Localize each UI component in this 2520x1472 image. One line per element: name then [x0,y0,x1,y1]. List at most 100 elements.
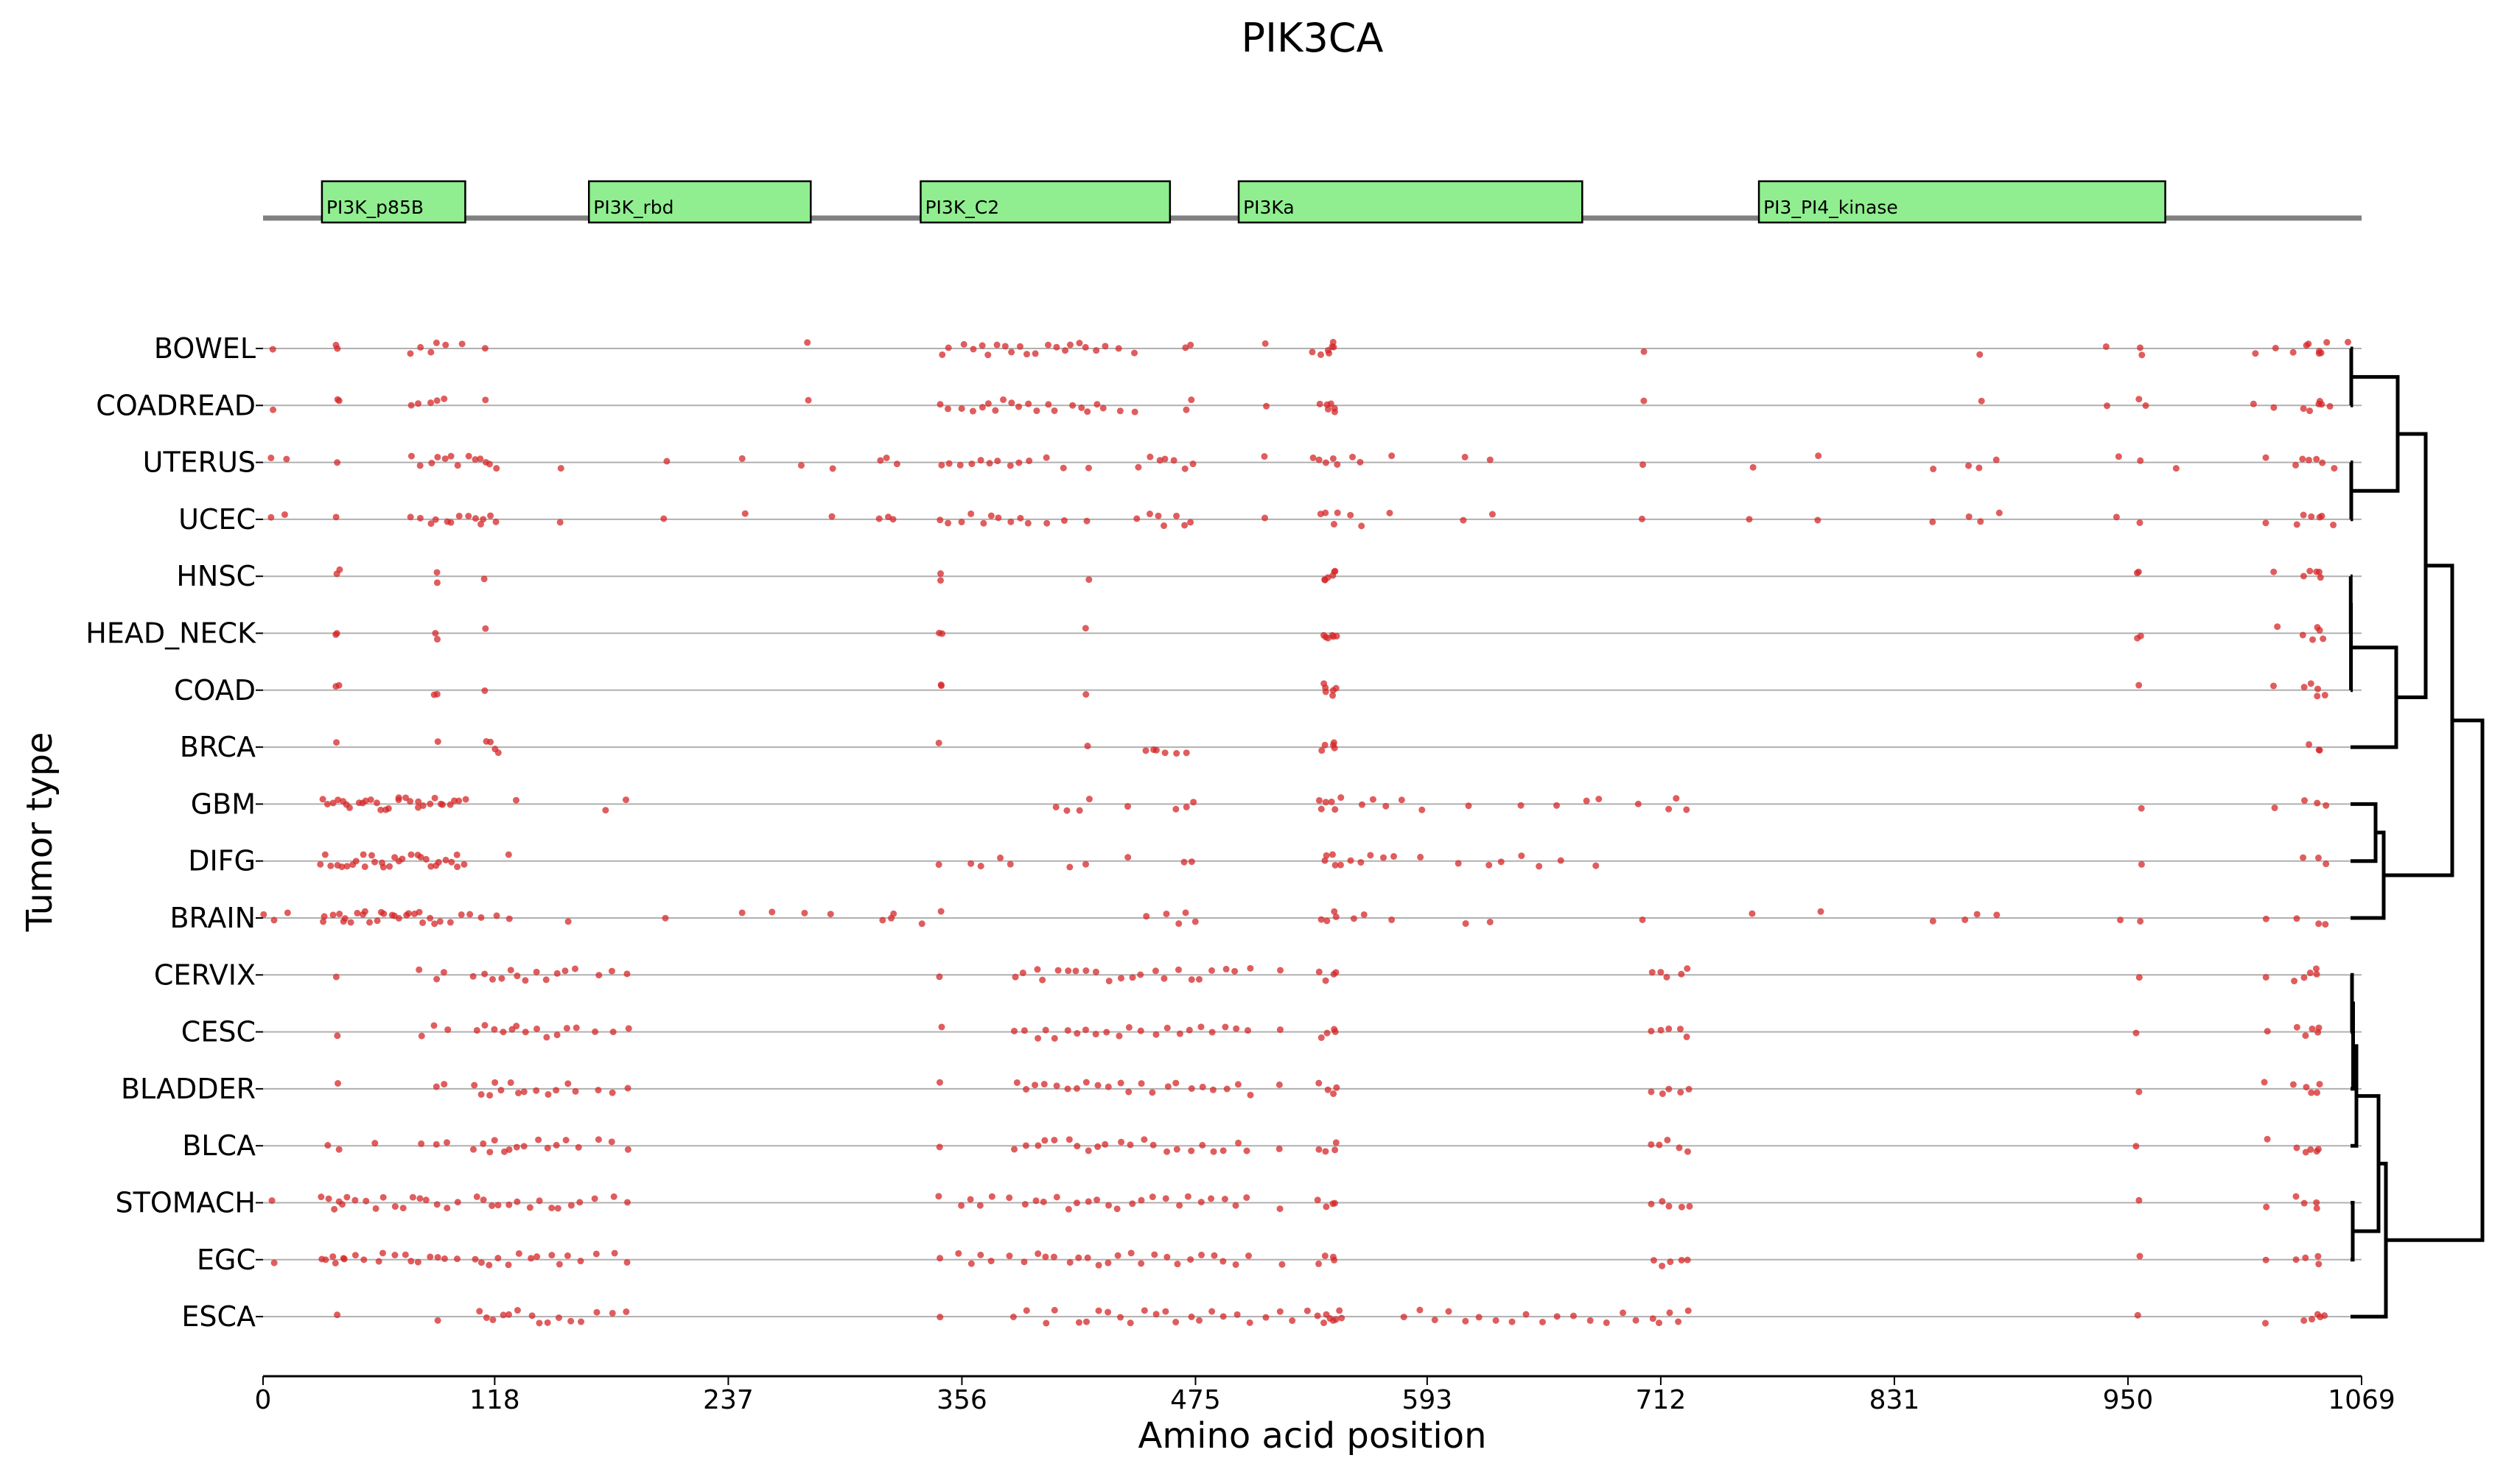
mutation-point [472,1255,479,1263]
mutation-point [327,862,335,869]
dendrogram-link [2351,830,2386,920]
mutation-point [1095,1261,1102,1269]
mutation-point [2136,1252,2143,1260]
mutation-point [1183,803,1190,810]
mutation-point [1676,1026,1684,1033]
mutation-point [1176,1202,1183,1209]
mutation-point [2250,400,2257,407]
mutation-point [1074,1143,1081,1150]
mutation-point [497,1087,505,1094]
mutation-point [938,461,945,469]
mutation-point [553,1141,560,1149]
mutation-point [1684,1148,1691,1155]
mutation-point [1172,1319,1180,1326]
mutation-point [741,510,749,517]
mutation-point [2315,920,2323,928]
mutation-point [399,1205,407,1212]
mutation-point [2102,343,2110,350]
mutation-point [1664,1136,1671,1143]
mutation-point [976,1202,984,1209]
mutation-point [1677,1089,1684,1096]
mutation-point [2318,401,2325,408]
mutation-point [571,965,578,972]
mutation-point [993,341,1001,348]
mutation-point [1317,351,1324,358]
x-tick-label: 950 [2103,1385,2154,1415]
mutation-point [1244,1027,1251,1034]
mutation-point [1659,1198,1666,1205]
mutation-point [407,452,415,460]
mutation-point [1186,1026,1193,1034]
mutation-point [2331,465,2338,472]
mutation-point [333,739,340,746]
mutation-point [402,794,410,802]
domain-box [321,180,466,224]
mutation-point [1085,576,1093,583]
mutation-point [1684,965,1691,972]
mutation-point [1065,1136,1073,1143]
mutation-point [1475,1314,1483,1321]
mutation-point [1961,917,1969,924]
mutation-point [1125,1024,1133,1031]
mutation-point [436,918,444,925]
mutation-point [1676,1144,1683,1152]
mutation-point [937,570,945,578]
mutation-point [1678,970,1685,978]
mutation-point [1009,1313,1017,1320]
mutation-point [2308,1089,2315,1096]
domain-box [1237,180,1583,224]
mutation-point [489,1317,497,1324]
mutation-point [2314,685,2322,693]
mutation-point [2306,740,2313,748]
mutation-point [986,460,993,467]
mutation-point [507,1079,514,1087]
mutation-point [284,909,291,917]
mutation-point [1191,918,1199,925]
mutation-point [1211,1252,1218,1259]
mutation-point [1072,967,1079,975]
mutation-point [1163,1253,1171,1261]
mutation-point [1040,1081,1048,1088]
mutation-point [492,518,500,525]
mutation-point [548,1252,556,1259]
mutation-point [553,1087,560,1094]
mutation-point [1142,747,1149,754]
mutation-point [1665,805,1673,813]
mutation-point [624,1146,631,1153]
mutation-point [1390,852,1398,860]
mutation-point [338,863,346,871]
mutation-point [563,1025,570,1032]
mutation-point [1663,973,1670,981]
mutation-point [477,1259,485,1266]
mutation-point [1465,802,1472,810]
mutation-point [361,908,368,915]
mutation-point [1074,1030,1081,1037]
mutation-point [472,456,479,463]
mutation-point [1673,795,1680,802]
mutation-point [2318,512,2325,519]
domain-pi3k_p85b: PI3K_p85B [321,180,466,224]
mutation-point [1127,1250,1135,1257]
mutation-point [2104,402,2111,410]
mutation-point [1115,345,1122,352]
mutation-point [1196,1317,1203,1324]
mutation-point [2300,1317,2308,1324]
mutation-point [379,1250,386,1257]
mutation-point [984,400,992,407]
mutation-point [473,1193,480,1200]
mutation-point [2300,797,2308,805]
mutation-point [1665,1085,1673,1093]
mutation-point [1129,1200,1136,1208]
mutation-point [1189,460,1197,468]
mutation-point [2314,799,2321,807]
mutation-point [1082,1079,1090,1086]
mutation-point [1379,854,1387,861]
mutation-point [1116,1032,1123,1040]
mutation-point [454,462,461,469]
mutation-point [1455,860,1462,867]
mutation-point [1357,458,1364,466]
mutation-point [1181,522,1189,529]
mutation-point [1569,1312,1577,1319]
mutation-point [945,519,952,527]
